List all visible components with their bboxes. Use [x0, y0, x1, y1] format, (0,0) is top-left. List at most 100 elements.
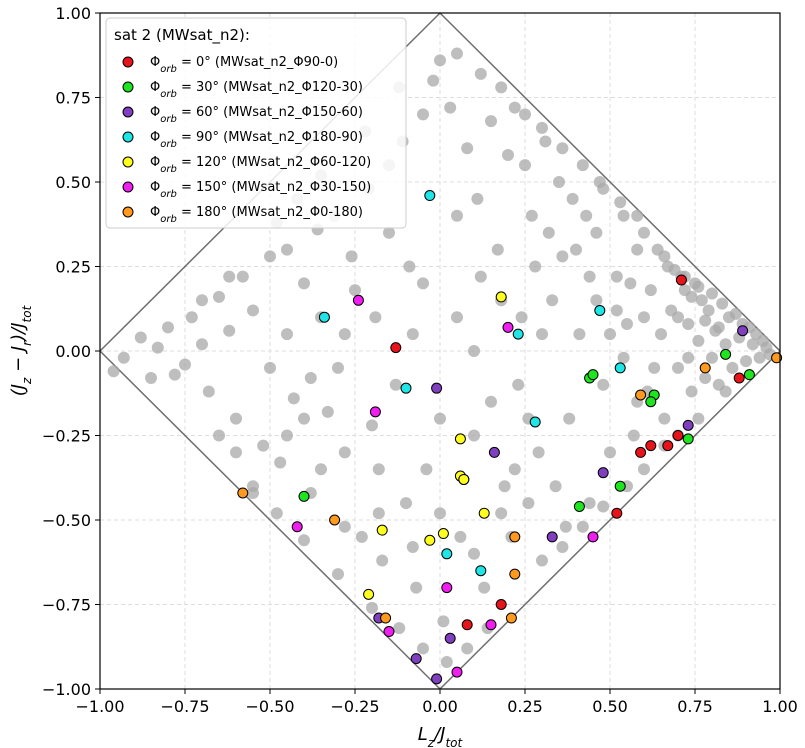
- background-point: [281, 243, 293, 256]
- background-point: [264, 361, 276, 374]
- background-point: [672, 311, 684, 324]
- background-point: [529, 260, 542, 273]
- background-point: [583, 497, 596, 510]
- legend-entry-label: Φorb = 120° (MWsat_n2_Φ60-120): [150, 155, 371, 175]
- background-point: [522, 497, 535, 510]
- background-point: [716, 297, 729, 310]
- background-point: [580, 209, 593, 222]
- series-point-1: [645, 396, 657, 408]
- legend-marker: [122, 106, 134, 118]
- background-point: [185, 311, 198, 324]
- series-points: [237, 190, 783, 685]
- series-point-0: [635, 446, 647, 458]
- background-point: [338, 446, 351, 459]
- background-point: [349, 284, 361, 297]
- series-point-0: [611, 507, 623, 519]
- background-point: [542, 226, 555, 239]
- background-point: [372, 463, 385, 476]
- background-point: [434, 54, 446, 67]
- background-point: [406, 328, 419, 341]
- background-point: [699, 372, 712, 385]
- background-point: [168, 368, 181, 381]
- legend-marker: [122, 156, 134, 168]
- series-point-5: [502, 321, 514, 333]
- series-point-4: [424, 534, 436, 546]
- background-point: [706, 287, 718, 300]
- background-point: [498, 480, 511, 493]
- background-point: [274, 456, 287, 469]
- background-point: [383, 226, 395, 239]
- series-point-2: [410, 653, 422, 665]
- series-point-3: [441, 548, 453, 560]
- background-point: [508, 463, 521, 476]
- background-point: [495, 507, 508, 520]
- background-point: [213, 290, 225, 303]
- legend-entry-label: Φorb = 0° (MWsat_n2_Φ90-0): [150, 55, 338, 75]
- background-point: [576, 520, 589, 533]
- legend-entry-label: Φorb = 90° (MWsat_n2_Φ180-90): [150, 130, 363, 150]
- x-axis-label: Lz/Jtot: [418, 724, 464, 748]
- background-point: [338, 328, 351, 341]
- series-point-0: [662, 440, 674, 452]
- background-point: [617, 351, 630, 364]
- series-point-4: [454, 433, 466, 445]
- legend-entry-label: Φorb = 180° (MWsat_n2_Φ0-180): [150, 205, 363, 225]
- background-point: [719, 385, 732, 398]
- background-point: [315, 463, 327, 476]
- background-point: [444, 101, 457, 114]
- series-point-1: [682, 433, 694, 445]
- background-point: [468, 345, 480, 357]
- background-point: [485, 115, 497, 128]
- background-point: [536, 121, 548, 134]
- background-point: [451, 47, 463, 60]
- series-point-3: [614, 362, 626, 374]
- series-point-0: [645, 440, 657, 452]
- background-point: [478, 581, 491, 594]
- series-point-0: [461, 619, 473, 631]
- series-point-2: [431, 382, 443, 394]
- series-point-2: [488, 446, 500, 458]
- background-point: [502, 148, 514, 161]
- x-tick-label: 0.00: [422, 697, 458, 716]
- series-point-6: [771, 352, 783, 364]
- background-point: [699, 314, 712, 327]
- background-point: [719, 338, 732, 351]
- background-point: [454, 530, 467, 543]
- background-point: [345, 250, 358, 263]
- background-point: [610, 304, 623, 317]
- x-tick-label: −0.75: [160, 697, 209, 716]
- background-point: [257, 439, 270, 452]
- background-point: [400, 497, 412, 510]
- series-point-4: [363, 588, 375, 600]
- background-point: [145, 372, 157, 385]
- background-point: [712, 321, 725, 334]
- x-axis-ticks: −1.00 −0.75 −0.50 −0.25 0.00 0.25 0.50 0.75 1.00: [75, 689, 798, 716]
- background-point: [162, 321, 174, 334]
- background-point: [434, 507, 446, 520]
- series-point-1: [298, 490, 310, 502]
- background-point: [631, 243, 644, 256]
- background-point: [247, 304, 259, 317]
- series-point-1: [720, 348, 732, 360]
- background-point: [417, 642, 429, 655]
- series-point-3: [424, 190, 436, 202]
- background-point: [753, 351, 766, 364]
- background-point: [420, 463, 433, 476]
- background-point: [695, 294, 708, 307]
- background-point: [270, 507, 283, 520]
- series-point-4: [376, 524, 388, 536]
- background-point: [566, 192, 579, 205]
- background-point: [196, 294, 208, 307]
- series-point-0: [672, 430, 684, 441]
- background-point: [573, 328, 586, 341]
- background-point: [440, 655, 453, 668]
- background-point: [685, 385, 698, 398]
- legend-marker: [122, 81, 134, 93]
- background-point: [638, 311, 650, 324]
- background-point: [417, 108, 429, 121]
- background-point: [668, 263, 681, 276]
- background-point: [685, 290, 698, 303]
- background-point: [559, 520, 572, 533]
- series-point-5: [352, 294, 364, 306]
- legend-entry-label: Φorb = 150° (MWsat_n2_Φ30-150): [150, 180, 371, 200]
